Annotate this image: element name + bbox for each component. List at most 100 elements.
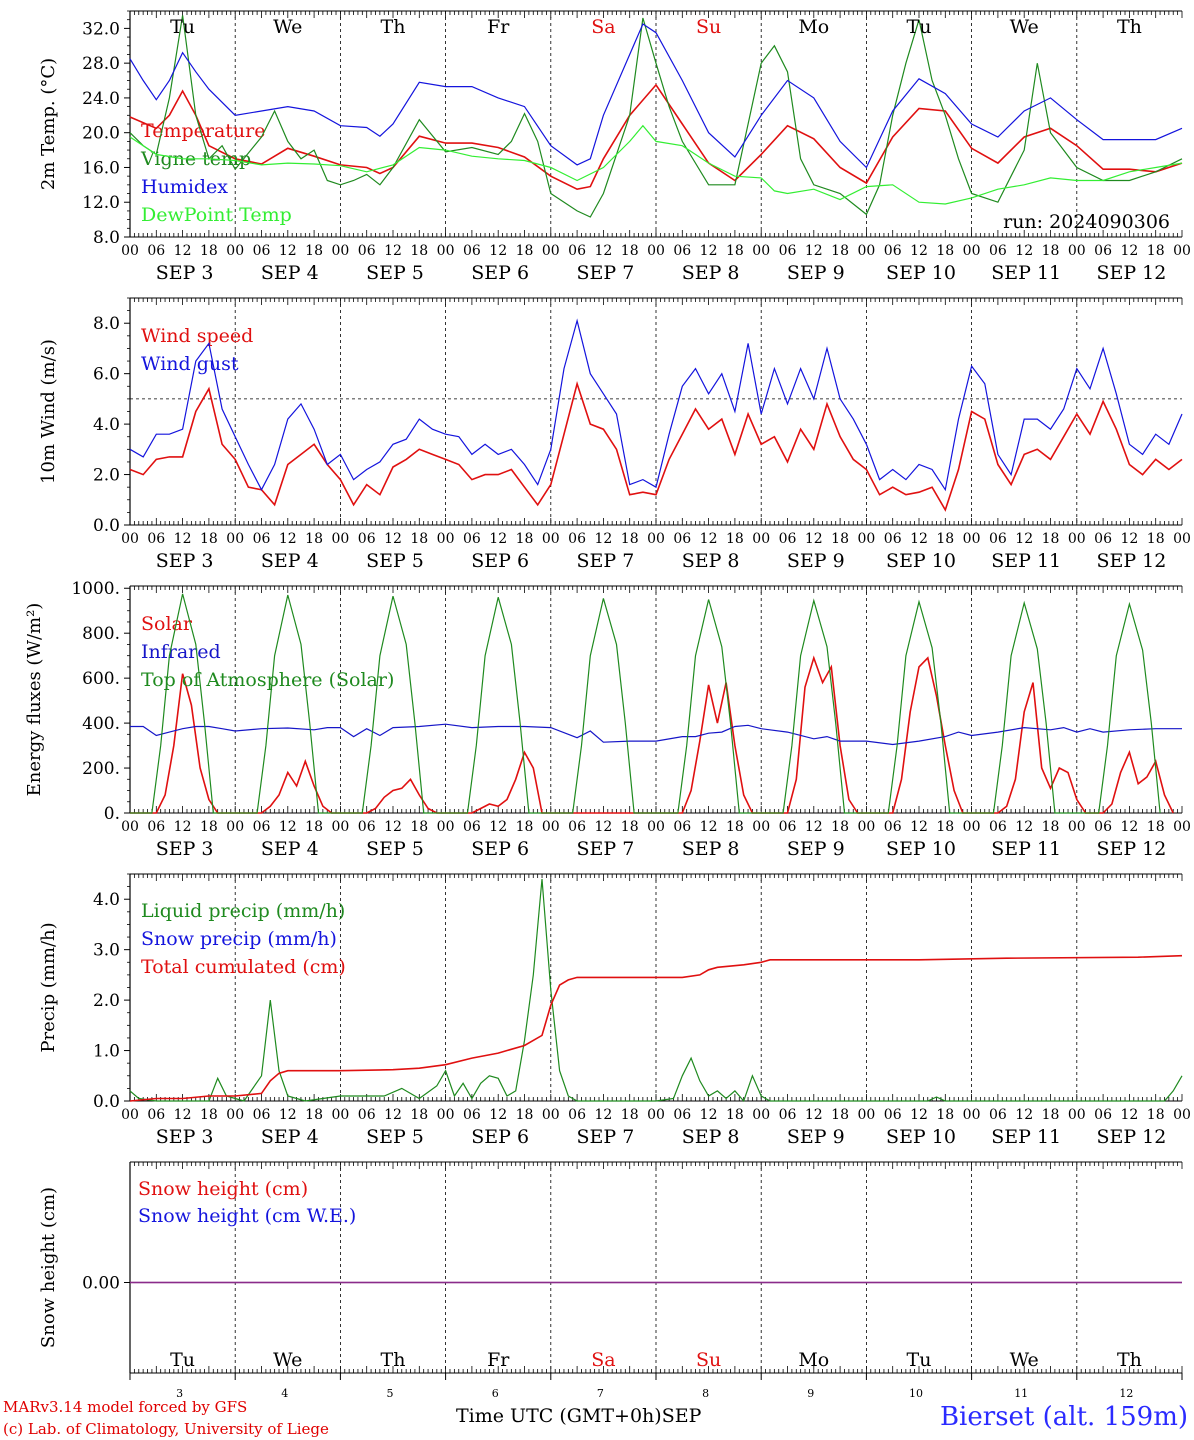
series-line-top-of-atmosphere-solar- [130,593,1161,814]
date-label: SEP 10 [886,550,956,572]
hour-label: 12 [489,1107,507,1123]
hour-label: 06 [253,531,271,547]
day-name-bottom: We [273,1349,302,1371]
hour-label: 06 [673,243,691,259]
series-line-liquid-precip-mm-h- [129,878,1183,1103]
hour-label: 18 [831,531,849,547]
hour-label: 00 [752,819,770,835]
hour-label: 12 [805,531,823,547]
date-label: SEP 3 [156,1126,214,1148]
hour-label: 00 [331,243,349,259]
hour-label: 12 [594,243,612,259]
hour-label: 00 [437,819,455,835]
panel-5: 0.00 Snow height (cm) Snow height (cm) Snow… [38,1161,1183,1400]
day-number: 3 [176,1387,183,1400]
hour-label: 18 [305,1107,323,1123]
hour-label: 06 [568,819,586,835]
credit-lab: (c) Lab. of Climatology, University of L… [3,1420,329,1438]
hour-label: 12 [489,531,507,547]
hour-label: 18 [1042,243,1060,259]
hour-label: 12 [1015,819,1033,835]
hour-label: 00 [752,531,770,547]
legend-wind-speed: Wind speed [141,325,253,347]
y-tick-label: 8.0 [93,314,120,334]
date-label: SEP 7 [576,550,634,572]
hour-label: 12 [489,243,507,259]
legend-top-of-atmosphere-solar-: Top of Atmosphere (Solar) [141,669,394,691]
day-number: 6 [492,1387,499,1400]
y-tick-label: 0.0 [93,516,120,536]
y-tick-label: 20.0 [82,124,120,144]
y-axis-title: Snow height (cm) [38,1187,59,1348]
hour-label: 00 [542,1107,560,1123]
hour-label: 18 [1147,819,1165,835]
hour-label: 06 [989,1107,1007,1123]
hour-label: 06 [884,1107,902,1123]
hour-label: 06 [989,819,1007,835]
day-name: Tu [907,16,932,38]
date-label: SEP 4 [261,838,319,860]
day-number: 7 [597,1387,604,1400]
date-label: SEP 9 [787,838,845,860]
hour-label: 00 [331,531,349,547]
hour-label: 18 [410,531,428,547]
date-label: SEP 11 [991,838,1061,860]
hour-label: 06 [253,243,271,259]
y-tick-label: 1000. [71,579,120,599]
hour-label: 06 [884,243,902,259]
hour-label: 18 [1042,531,1060,547]
hour-label: 00 [857,243,875,259]
hour-label: 00 [542,243,560,259]
day-name-bottom: Tu [907,1349,932,1371]
legend-snow-height-cm-w-e-: Snow height (cm W.E.) [138,1205,356,1227]
series-line-vigne-temp [129,15,1183,218]
hour-label: 06 [463,531,481,547]
hour-label: 06 [568,243,586,259]
date-label: SEP 12 [1096,838,1166,860]
hour-label: 00 [963,243,981,259]
day-name: Th [381,16,406,38]
series-line-wind-gust [129,318,1183,492]
date-label: SEP 10 [886,1126,956,1148]
day-number: 4 [281,1387,288,1400]
date-label: SEP 4 [261,1126,319,1148]
date-label: SEP 6 [471,550,529,572]
hour-label: 12 [1120,531,1138,547]
hour-label: 12 [174,243,192,259]
hour-label: 18 [726,531,744,547]
series-line-wind-speed [129,380,1183,512]
hour-label: 06 [779,243,797,259]
hour-label: 12 [805,819,823,835]
hour-label: 12 [384,531,402,547]
hour-label: 12 [700,531,718,547]
hour-label: 06 [673,1107,691,1123]
legend-humidex: Humidex [141,176,228,198]
y-tick-label: 0.0 [93,1092,120,1112]
day-name: We [1010,16,1039,38]
day-name-bottom: Th [381,1349,406,1371]
hour-label: 18 [831,1107,849,1123]
hour-label: 18 [831,819,849,835]
hour-label: 12 [700,819,718,835]
hour-label: 00 [1173,819,1191,835]
time-axis-month: SEP [661,1405,702,1427]
day-name-bottom: Tu [170,1349,195,1371]
date-label: SEP 10 [886,262,956,284]
hour-label: 00 [1173,1107,1191,1123]
hour-label: 06 [884,819,902,835]
date-label: SEP 8 [682,550,740,572]
hour-label: 06 [463,243,481,259]
y-tick-label: 0.00 [82,1274,120,1294]
hour-label: 00 [647,531,665,547]
hour-label: 12 [910,531,928,547]
hour-label: 06 [358,531,376,547]
legend-infrared: Infrared [141,641,221,663]
hour-label: 00 [437,531,455,547]
day-name: We [273,16,302,38]
y-tick-label: 16.0 [82,158,120,178]
hour-label: 00 [121,1107,139,1123]
hour-label: 00 [1173,531,1191,547]
series-line-total-cumulated-cm- [129,954,1183,1102]
hour-label: 00 [1068,531,1086,547]
